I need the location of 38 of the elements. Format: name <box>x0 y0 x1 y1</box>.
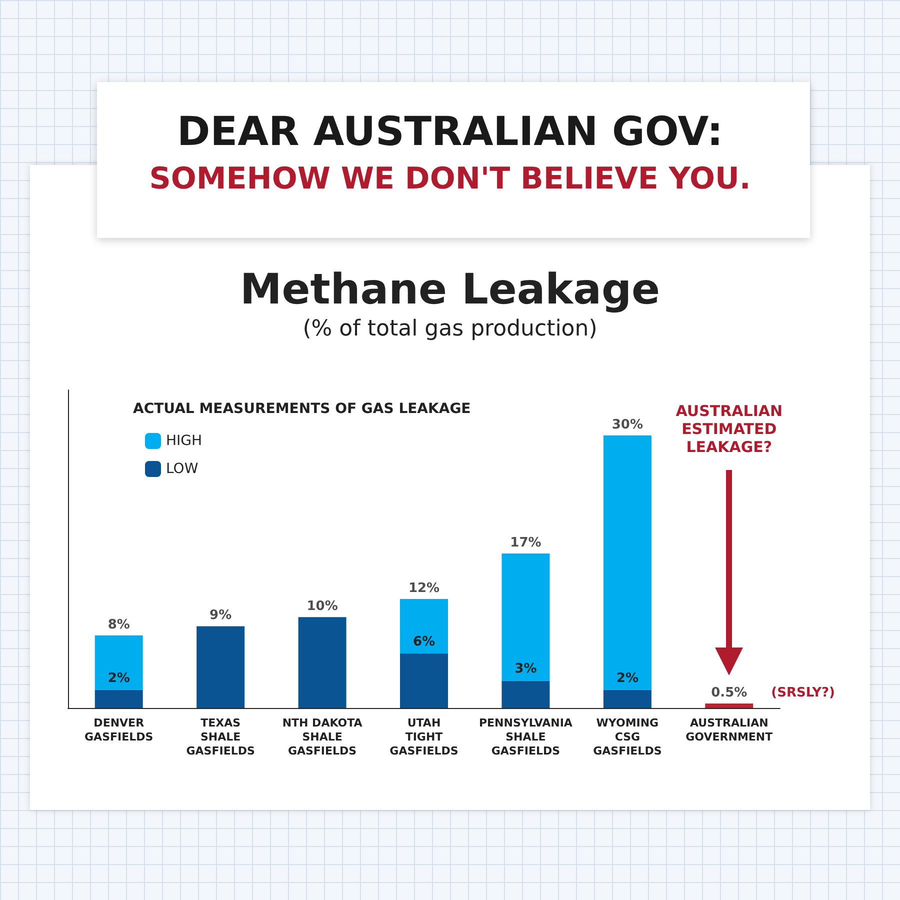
x-tick-label: PENNSYLVANIA SHALE GASFIELDS <box>478 716 573 758</box>
x-tick-label: NTH DAKOTA SHALE GASFIELDS <box>282 716 363 758</box>
legend-label: HIGH <box>166 433 202 449</box>
annotation: AUSTRALIAN ESTIMATED LEAKAGE? <box>676 402 783 456</box>
bar <box>94 690 143 708</box>
total-label: 9% <box>210 608 232 624</box>
bar <box>298 617 346 708</box>
x-tick-label: DENVER GASFIELDS <box>84 716 154 744</box>
bar <box>400 598 448 654</box>
bar <box>603 690 652 708</box>
total-label: 12% <box>408 580 440 596</box>
x-tick-label: UTAH TIGHT GASFIELDS <box>390 716 458 758</box>
data-label: 3% <box>514 662 537 677</box>
total-label: 0.5% <box>711 685 748 700</box>
total-label: 30% <box>612 417 643 432</box>
chart-subtitle: (% of total gas production) <box>302 316 598 342</box>
legend-title: ACTUAL MEASUREMENTS OF GAS LEAKAGE <box>133 401 471 417</box>
bar <box>94 635 143 690</box>
bar <box>502 680 550 708</box>
bar <box>705 703 754 708</box>
annotation: (SRSLY?) <box>771 685 835 700</box>
total-label: 10% <box>306 599 338 614</box>
x-tick-label: TEXAS SHALE GASFIELDS <box>186 716 255 758</box>
legend-label: LOW <box>166 461 198 477</box>
x-tick-label: WYOMING CSG GASFIELDS <box>593 716 662 758</box>
data-label: 6% <box>412 634 436 650</box>
bar <box>400 653 448 708</box>
chart-title: Methane Leakage <box>240 264 660 314</box>
bar <box>603 435 652 690</box>
total-label: 8% <box>108 617 130 632</box>
total-label: 17% <box>510 536 542 551</box>
bar <box>196 626 245 708</box>
bar <box>502 554 550 681</box>
data-label: 2% <box>108 670 130 686</box>
text: SOMEHOW WE DON'T BELIEVE YOU. <box>149 162 751 196</box>
text: DEAR AUSTRALIAN GOV: <box>177 109 723 155</box>
data-label: 2% <box>616 670 638 686</box>
x-tick-label: AUSTRALIAN GOVERNMENT <box>686 716 774 744</box>
